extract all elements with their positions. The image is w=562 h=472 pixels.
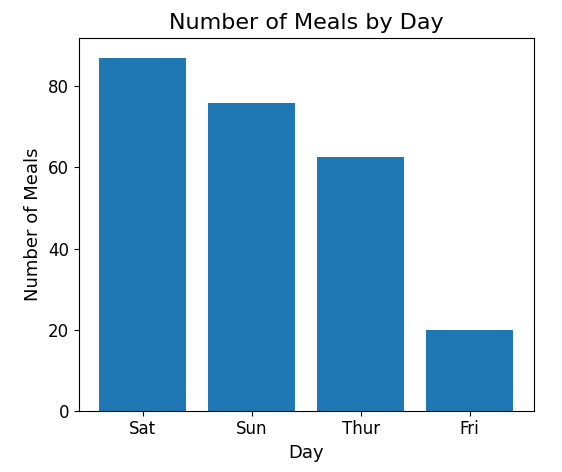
Y-axis label: Number of Meals: Number of Meals <box>24 147 42 301</box>
Bar <box>209 102 296 411</box>
Title: Number of Meals by Day: Number of Meals by Day <box>169 13 443 34</box>
Bar <box>426 330 513 411</box>
X-axis label: Day: Day <box>288 444 324 462</box>
Bar <box>99 58 187 411</box>
Bar <box>317 157 404 411</box>
